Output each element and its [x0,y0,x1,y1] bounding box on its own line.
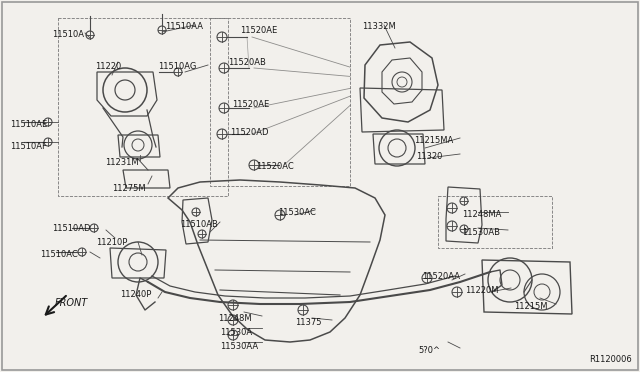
Text: 11520AD: 11520AD [230,128,269,137]
Text: 11210P: 11210P [96,238,127,247]
Text: 11510AD: 11510AD [52,224,90,233]
Text: 11530AA: 11530AA [220,342,258,351]
Text: 11510AE: 11510AE [10,120,47,129]
Text: 11520AE: 11520AE [240,26,277,35]
Text: R1120006: R1120006 [589,355,632,364]
Text: 11240P: 11240P [120,290,152,299]
Text: 11510AA: 11510AA [165,22,203,31]
Text: 11215M: 11215M [514,302,547,311]
Text: 11332M: 11332M [362,22,396,31]
Text: 11520AB: 11520AB [228,58,266,67]
Text: 11215MA: 11215MA [414,136,453,145]
Text: 11275M: 11275M [112,184,146,193]
Text: 11220M: 11220M [465,286,499,295]
Text: 11510AC: 11510AC [40,250,77,259]
Text: 11220: 11220 [95,62,121,71]
Text: 11510AG: 11510AG [158,62,196,71]
Text: 11530AB: 11530AB [462,228,500,237]
Text: 11375: 11375 [295,318,321,327]
Text: 11248MA: 11248MA [462,210,501,219]
Text: 11520AC: 11520AC [256,162,294,171]
Text: 5?0^: 5?0^ [418,346,440,355]
Text: 11510A: 11510A [52,30,84,39]
Text: 11530A: 11530A [220,328,252,337]
Text: FRONT: FRONT [55,298,88,308]
Text: 11520AE: 11520AE [232,100,269,109]
Text: 11320: 11320 [416,152,442,161]
Text: 11520AA: 11520AA [422,272,460,281]
Text: 11530AC: 11530AC [278,208,316,217]
Text: 11231M: 11231M [105,158,139,167]
Text: 11248M: 11248M [218,314,252,323]
Text: 11510AF: 11510AF [10,142,47,151]
Text: 11510AB: 11510AB [180,220,218,229]
